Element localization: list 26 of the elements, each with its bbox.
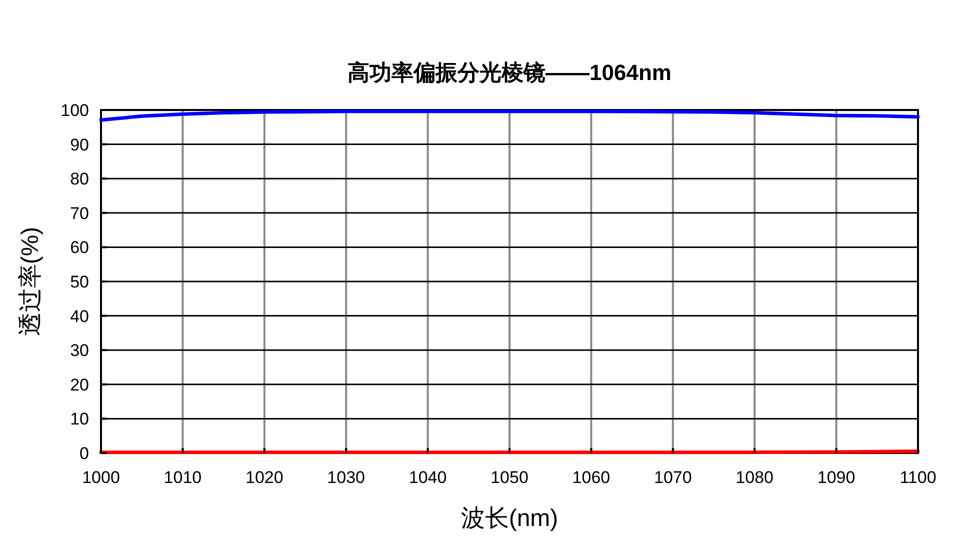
y-tick-label: 60: [70, 238, 89, 258]
line-series: [99, 110, 920, 122]
y-axis-title: 透过率(%): [17, 226, 44, 336]
x-tick-label: 1080: [736, 468, 774, 487]
y-tick-label: 80: [70, 170, 89, 189]
x-tick-label: 1100: [900, 468, 936, 487]
x-tick-label: 1030: [327, 468, 366, 487]
y-tick-label: 90: [70, 135, 89, 154]
x-tick-label: 1070: [654, 468, 692, 487]
x-tick-label: 1020: [245, 468, 284, 487]
y-tick-label: 40: [70, 306, 89, 326]
y-tick-label: 100: [60, 101, 89, 120]
chart-title: 高功率偏振分光棱镜——1064nm: [348, 60, 672, 85]
y-tick-label: 20: [70, 375, 89, 394]
y-tick-label: 70: [70, 204, 89, 223]
x-axis-title: 波长(nm): [460, 505, 558, 532]
y-tick-label: 30: [70, 341, 89, 360]
y-tick-label: 10: [70, 410, 89, 429]
x-tick-label: 1010: [164, 468, 202, 487]
x-tick-label: 1000: [82, 468, 120, 487]
x-tick-label: 1090: [817, 468, 856, 487]
x-tick-label: 1060: [572, 468, 610, 487]
x-tick-label: 1040: [408, 468, 447, 487]
y-tick-label: 0: [80, 444, 89, 463]
y-tick-label: 50: [70, 272, 89, 292]
x-tick-label: 1050: [490, 468, 528, 487]
